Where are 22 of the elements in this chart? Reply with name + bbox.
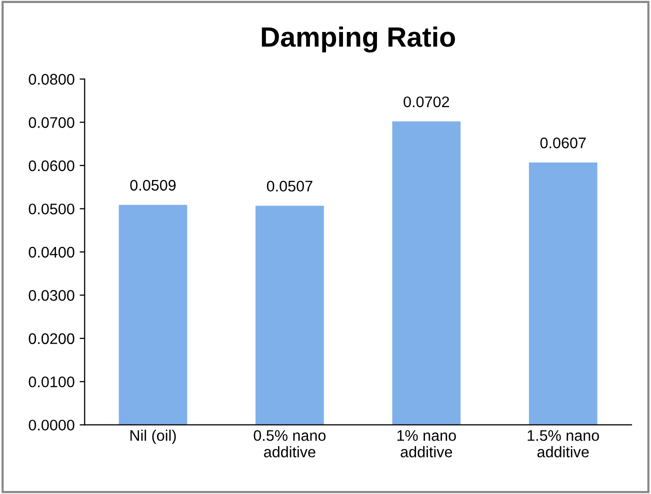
bar	[118, 204, 188, 425]
bar	[392, 121, 461, 425]
y-tick-label: 0.0800	[28, 74, 74, 85]
y-tick-label: 0.0400	[28, 246, 74, 258]
chart-title: Damping Ratio	[262, 26, 455, 53]
data-label: 0.0702	[404, 96, 450, 108]
data-label: 0.0607	[540, 138, 586, 148]
y-tick-label: 0.0700	[28, 117, 74, 128]
x-tick-label: 1% nano additive	[397, 430, 456, 458]
bar	[256, 206, 324, 425]
x-tick-label: 1.5% nano additive	[528, 430, 600, 458]
y-tick-label: 0.0000	[28, 420, 74, 431]
data-label: 0.0507	[266, 180, 312, 192]
x-tick-label: Nil (oil)	[130, 430, 176, 444]
y-tick-label: 0.0100	[28, 376, 74, 388]
y-tick-label: 0.0600	[28, 160, 74, 172]
y-tick-label: 0.0200	[28, 333, 74, 344]
y-tick-label: 0.0500	[28, 204, 74, 214]
x-tick-label: 0.5% nano additive	[254, 430, 326, 458]
y-tick-label: 0.0300	[28, 290, 74, 301]
data-label: 0.0509	[130, 180, 176, 191]
bar	[528, 162, 598, 425]
